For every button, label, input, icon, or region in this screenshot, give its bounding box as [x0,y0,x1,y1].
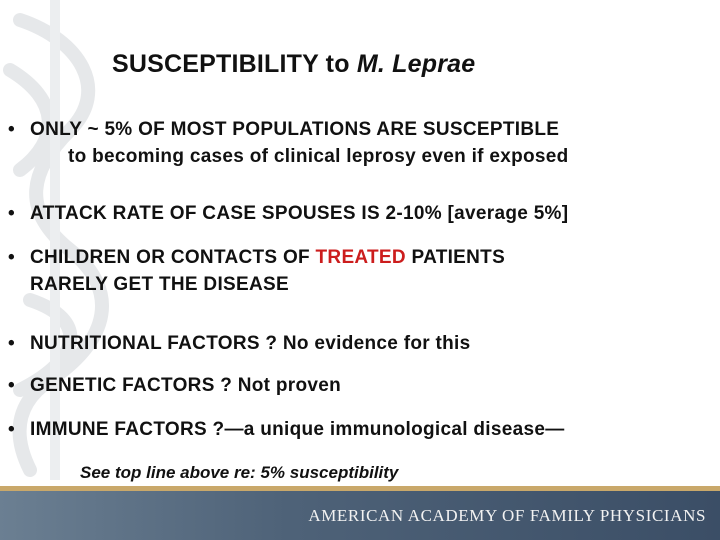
bullet-dot: • [8,119,15,140]
bullet-children-contacts: • CHILDREN OR CONTACTS OF TREATED PATIENT… [8,244,505,298]
bullet-text-pre: CHILDREN OR CONTACTS OF [30,247,316,268]
bullet-dot: • [8,419,15,440]
bullet-attack-rate: • ATTACK RATE OF CASE SPOUSES IS 2-10% [a… [8,200,568,227]
bullet-dot: • [8,203,15,224]
footer-organization: AMERICAN ACADEMY OF FAMILY PHYSICIANS [308,506,706,525]
treated-highlight: TREATED [315,247,406,268]
caduceus-watermark-icon [3,0,109,480]
bullet-dot: • [8,375,15,396]
bullet-immune: • IMMUNE FACTORS ?—a unique immunological… [8,416,565,443]
bullet-text-post: PATIENTS [405,247,506,268]
bullet-text: GENETIC FACTORS ? Not proven [30,375,342,396]
footer-divider [0,486,720,491]
title-main: SUSCEPTIBILITY to [112,50,357,78]
title-italic: M. Leprae [356,50,476,78]
bullet-text: IMMUNE FACTORS ?—a unique immunological … [30,419,565,440]
slide-title: SUSCEPTIBILITY to M. Leprae [112,50,475,79]
bullet-text: ONLY ~ 5% OF MOST POPULATIONS ARE SUSCEP… [30,119,560,140]
bullet-text: NUTRITIONAL FACTORS ? No evidence for th… [30,333,471,354]
footer-bar: AMERICAN ACADEMY OF FAMILY PHYSICIANS [0,491,720,540]
bullet-text-continued: to becoming cases of clinical leprosy ev… [68,146,569,167]
bullet-dot: • [8,333,15,354]
bullet-dot: • [8,247,15,268]
bullet-nutritional: • NUTRITIONAL FACTORS ? No evidence for t… [8,330,471,357]
bullet-genetic: • GENETIC FACTORS ? Not proven [8,372,341,399]
bullet-text: ATTACK RATE OF CASE SPOUSES IS 2-10% [av… [30,203,569,224]
bullet-text-continued: RARELY GET THE DISEASE [30,274,289,295]
bullet-susceptible: • ONLY ~ 5% OF MOST POPULATIONS ARE SUSCE… [8,116,569,170]
footnote: See top line above re: 5% susceptibility [80,463,399,482]
